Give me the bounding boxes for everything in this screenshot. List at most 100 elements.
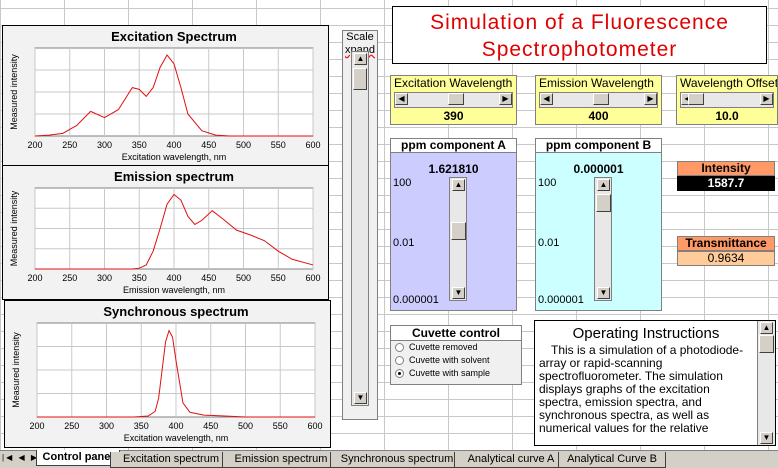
vertical-scrollbar[interactable]: ▲ ▼ (594, 177, 612, 301)
scroll-thumb[interactable] (353, 68, 367, 90)
component-value: 0.000001 (573, 162, 624, 176)
x-tick-label: 250 (62, 140, 77, 150)
control-value: 10.0 (715, 109, 739, 123)
scroll-thumb[interactable] (596, 194, 611, 212)
scale-label: 100 (538, 177, 557, 189)
scale-label: 0.000001 (393, 294, 439, 306)
chart: 200 250 300 350 400 450 500 550 600 Synchronous s… (4, 300, 331, 448)
scrollbar[interactable]: ◀▶ (680, 92, 774, 108)
x-tick-label: 200 (29, 421, 44, 431)
x-tick-label: 500 (236, 140, 251, 150)
scroll-left[interactable]: ◀ (395, 93, 408, 105)
scroll-left[interactable]: ◀ (540, 93, 553, 105)
instructions-scrollbar[interactable]: ▲ ▼ (757, 321, 775, 445)
scroll-right[interactable]: ▶ (499, 93, 512, 105)
x-tick-label: 600 (305, 140, 320, 150)
radio-button[interactable] (395, 369, 404, 379)
vertical-scrollbar[interactable]: ▲ ▼ (449, 177, 467, 301)
wavelength-control: Wavelength Offset ◀▶10.0 (676, 75, 778, 125)
scroll-up[interactable]: ▲ (354, 53, 367, 65)
scroll-up[interactable]: ▲ (597, 179, 610, 191)
y-axis-label: Measured intensity (9, 190, 19, 266)
x-tick-label: 250 (64, 421, 79, 431)
transmittance-value: 0.9634 (677, 251, 775, 266)
scroll-up[interactable]: ▲ (760, 322, 773, 334)
scroll-thumb[interactable] (592, 93, 609, 105)
scroll-thumb[interactable] (451, 222, 466, 240)
x-tick-label: 450 (203, 421, 218, 431)
sheet-tab[interactable]: Control panel (36, 450, 120, 466)
component-panel: 0.000001 100 0.01 0.000001 ▲ ▼ (535, 152, 662, 311)
component-label: ppm component A (390, 138, 517, 153)
control-label: Wavelength Offset (680, 76, 777, 90)
component-panel: 1.621810 100 0.01 0.000001 ▲ ▼ (390, 152, 517, 311)
x-tick-label: 250 (62, 273, 77, 283)
x-tick-label: 400 (166, 273, 181, 283)
radio-option[interactable]: Cuvette with sample (391, 367, 521, 380)
radio-label: Cuvette with solvent (409, 355, 490, 365)
y-axis-label: Measured intensity (9, 54, 19, 130)
x-axis-label: Emission wavelength, nm (123, 285, 225, 295)
x-tick-label: 400 (168, 421, 183, 431)
instructions-title: Operating Instructions (572, 325, 720, 342)
x-tick-label: 350 (132, 273, 147, 283)
transmittance-label: Transmittance (677, 236, 775, 251)
x-tick-label: 500 (238, 421, 253, 431)
scale-label: 0.000001 (538, 294, 584, 306)
chart-title: Emission spectrum (114, 169, 234, 184)
scroll-down[interactable]: ▼ (760, 432, 773, 444)
control-value: 400 (588, 109, 609, 123)
control-label: Excitation Wavelength (394, 76, 513, 90)
spectrum-line (37, 329, 315, 418)
x-tick-label: 300 (97, 273, 112, 283)
radio-button[interactable] (395, 356, 404, 366)
scroll-thumb[interactable] (688, 93, 705, 105)
scrollbar[interactable]: ◀▶ (394, 92, 513, 108)
intensity-label: Intensity (677, 161, 775, 176)
page-title: Simulation of a Fluorescence Spectrophot… (392, 6, 767, 64)
x-tick-label: 300 (97, 140, 112, 150)
x-tick-label: 400 (166, 140, 181, 150)
chart-title: Excitation Spectrum (111, 29, 237, 44)
x-tick-label: 450 (201, 273, 216, 283)
cuvette-control: Cuvette control Cuvette removed Cuvette w… (390, 325, 522, 385)
x-tick-label: 550 (273, 421, 288, 431)
scroll-thumb[interactable] (447, 93, 464, 105)
x-tick-label: 600 (305, 273, 320, 283)
tab-nav[interactable]: |◀ ◀ ▶ ▶| (2, 453, 56, 462)
scroll-up[interactable]: ▲ (452, 179, 465, 191)
radio-option[interactable]: Cuvette with solvent (391, 354, 521, 367)
scroll-down[interactable]: ▼ (452, 287, 465, 299)
scroll-right[interactable]: ▶ (644, 93, 657, 105)
component-label: ppm component B (535, 138, 662, 153)
radio-option[interactable]: Cuvette removed (391, 341, 521, 354)
scrollbar[interactable]: ◀▶ (539, 92, 658, 108)
x-tick-label: 450 (201, 140, 216, 150)
sheet-tab[interactable]: Analytical curve A (454, 452, 568, 468)
scale-label: 100 (393, 177, 412, 189)
sheet-tab[interactable]: Excitation spectrum (110, 452, 232, 468)
radio-label: Cuvette removed (409, 342, 478, 352)
radio-button[interactable] (395, 343, 404, 353)
component-value: 1.621810 (428, 162, 479, 176)
x-tick-label: 200 (27, 140, 42, 150)
chart: 200 250 300 350 400 450 500 550 600 Emission spec… (2, 165, 329, 300)
scroll-down[interactable]: ▼ (354, 392, 367, 404)
spectrum-line (34, 54, 313, 137)
radio-dot (398, 372, 401, 376)
control-value: 390 (443, 109, 464, 123)
scale-scrollbar[interactable]: ▲ ▼ (351, 51, 369, 406)
sheet-tab[interactable]: Analytical Curve B (558, 452, 666, 468)
spectrum-line (35, 193, 314, 270)
x-tick-label: 500 (236, 273, 251, 283)
scroll-down[interactable]: ▼ (597, 287, 610, 299)
sheet-tab[interactable]: Emission spectrum (222, 452, 340, 468)
sheet-tab[interactable]: Synchronous spectrum (330, 452, 464, 468)
scroll-thumb[interactable] (759, 335, 774, 353)
scroll-right[interactable]: ▶ (760, 93, 773, 105)
wavelength-control: Emission Wavelength ◀ ▶ 400 (535, 75, 662, 125)
x-tick-label: 600 (307, 421, 322, 431)
x-tick-label: 550 (271, 273, 286, 283)
control-label: Emission Wavelength (539, 76, 654, 90)
